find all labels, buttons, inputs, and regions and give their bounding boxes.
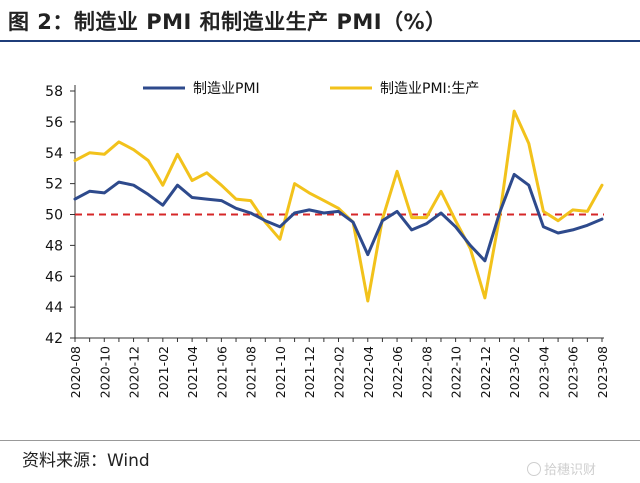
x-tick-label: 2022-08 [419, 346, 434, 398]
y-tick-label: 58 [45, 84, 63, 100]
series-line-manufacturing-pmi [73, 172, 604, 263]
series-line-production-pmi [73, 109, 604, 303]
x-tick-label: 2023-04 [536, 346, 551, 398]
title-divider [0, 40, 640, 42]
x-tick-label: 2021-10 [273, 346, 288, 398]
y-tick-label: 50 [45, 208, 63, 224]
watermark-logo-icon [527, 462, 541, 476]
x-tick-label: 2021-02 [156, 346, 171, 398]
x-tick-label: 2020-08 [68, 346, 83, 398]
x-tick-label: 2023-02 [507, 346, 522, 398]
x-tick-label: 2022-02 [332, 346, 347, 398]
legend-manufacturing-pmi-label: 制造业PMI [193, 81, 260, 97]
chart-title: 图 2：制造业 PMI 和制造业生产 PMI（%） [8, 10, 447, 34]
watermark: 拾穗识财 [527, 459, 596, 478]
x-tick-label: 2021-06 [214, 346, 229, 398]
x-tick-label: 2021-12 [302, 346, 317, 398]
y-tick-label: 52 [45, 177, 63, 193]
footer-divider [0, 440, 640, 441]
x-tick-label: 2022-06 [390, 346, 405, 398]
y-tick-label: 46 [45, 269, 63, 285]
watermark-text: 拾穗识财 [544, 463, 597, 478]
y-tick-label: 44 [45, 300, 63, 316]
y-tick-label: 42 [45, 331, 63, 347]
x-tick-label: 2022-10 [449, 346, 464, 398]
x-tick-label: 2021-08 [244, 346, 259, 398]
y-tick-label: 54 [45, 146, 63, 162]
source-note: 资料来源：Wind [22, 451, 150, 471]
x-tick-label: 2020-12 [127, 346, 142, 398]
x-tick-label: 2023-08 [595, 346, 610, 398]
x-tick-label: 2022-04 [361, 346, 376, 398]
x-tick-label: 2023-06 [566, 346, 581, 398]
x-tick-label: 2020-10 [97, 346, 112, 398]
line-chart: 42 44 46 48 50 52 54 56 58 2020-08 2020-10 2020-12 2… [45, 81, 610, 398]
y-tick-label: 56 [45, 115, 63, 131]
x-tick-label: 2022-12 [478, 346, 493, 398]
x-tick-label: 2021-04 [185, 346, 200, 398]
legend-production-pmi-label: 制造业PMI:生产 [380, 81, 479, 97]
y-tick-label: 48 [45, 238, 63, 254]
